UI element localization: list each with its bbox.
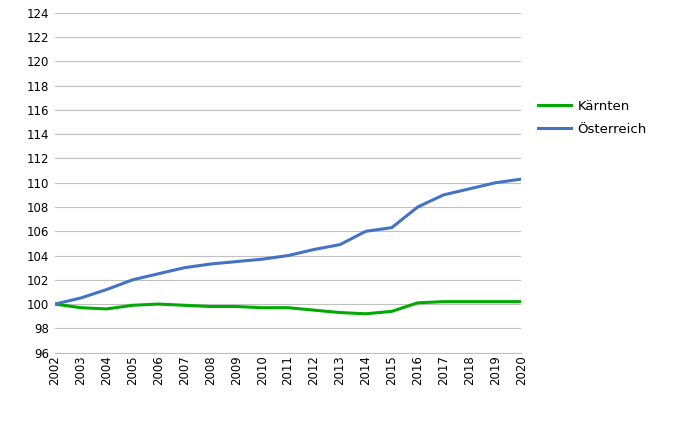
Kärnten (77, 305, 85, 310)
Kärnten (388, 309, 396, 314)
Österreich (517, 177, 525, 182)
Österreich (51, 301, 59, 307)
Österreich (206, 261, 215, 267)
Line: Kärnten: Kärnten (55, 302, 521, 314)
Kärnten (232, 304, 240, 309)
Österreich (284, 253, 292, 258)
Österreich (310, 247, 318, 252)
Line: Österreich: Österreich (55, 179, 521, 304)
Kärnten (465, 299, 473, 304)
Kärnten (284, 305, 292, 310)
Österreich (362, 229, 370, 234)
Österreich (128, 277, 137, 283)
Österreich (465, 186, 473, 191)
Kärnten (180, 303, 189, 308)
Österreich (103, 287, 111, 292)
Kärnten (336, 310, 344, 315)
Österreich (232, 259, 240, 264)
Österreich (77, 295, 85, 301)
Kärnten (440, 299, 448, 304)
Kärnten (517, 299, 525, 304)
Österreich (336, 242, 344, 247)
Österreich (154, 271, 163, 276)
Kärnten (51, 301, 59, 307)
Kärnten (154, 301, 163, 307)
Kärnten (362, 311, 370, 316)
Österreich (491, 180, 499, 185)
Legend: Kärnten, Österreich: Kärnten, Österreich (532, 94, 652, 141)
Kärnten (128, 303, 137, 308)
Österreich (180, 265, 189, 270)
Kärnten (206, 304, 215, 309)
Österreich (388, 225, 396, 230)
Österreich (414, 204, 422, 209)
Kärnten (414, 300, 422, 305)
Kärnten (103, 306, 111, 311)
Kärnten (258, 305, 266, 310)
Kärnten (491, 299, 499, 304)
Österreich (440, 192, 448, 197)
Österreich (258, 257, 266, 262)
Kärnten (310, 307, 318, 313)
